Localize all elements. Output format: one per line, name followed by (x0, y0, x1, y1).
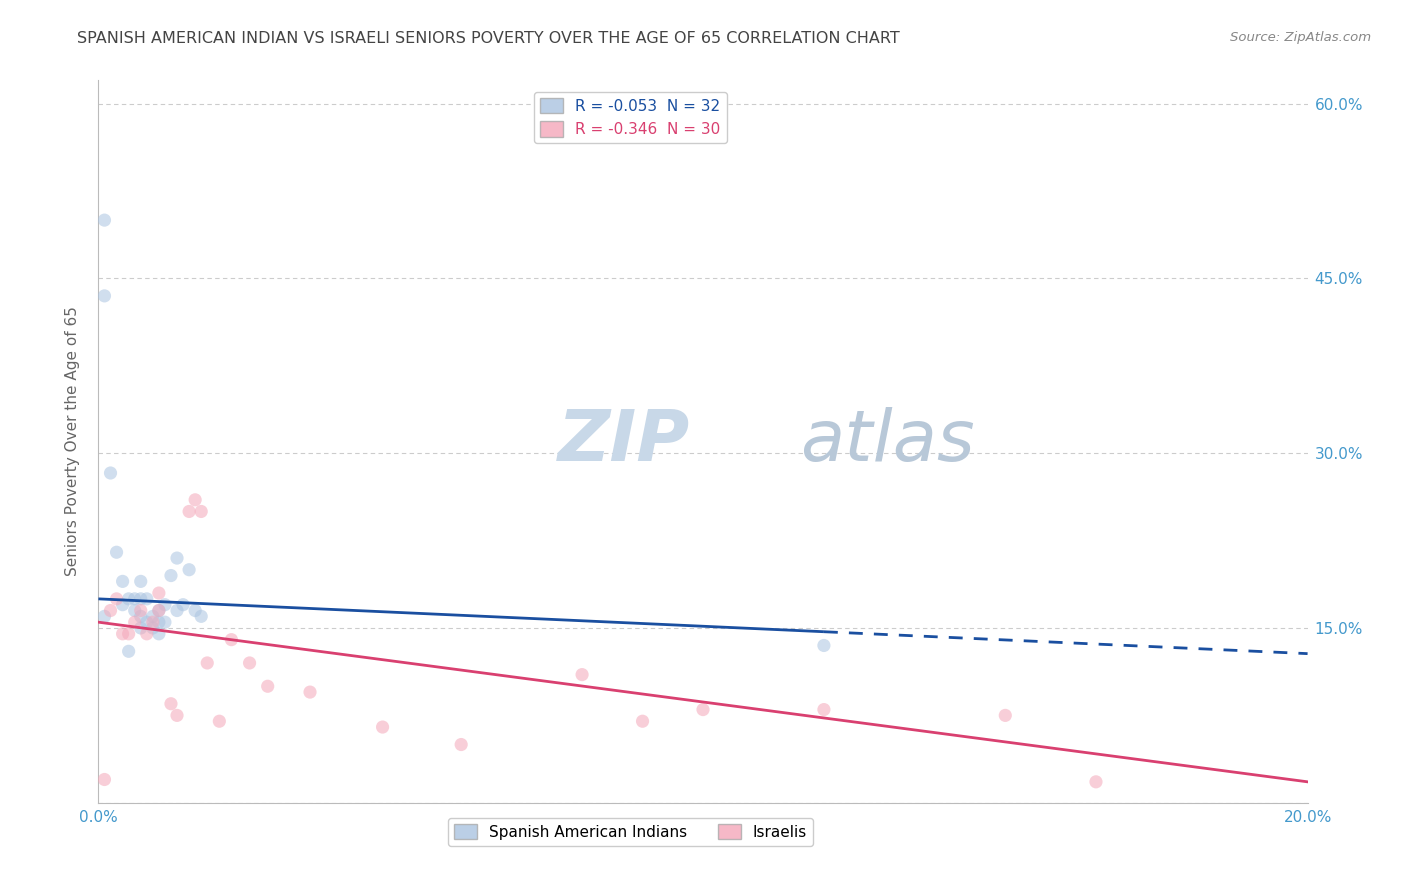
Y-axis label: Seniors Poverty Over the Age of 65: Seniors Poverty Over the Age of 65 (65, 307, 80, 576)
Text: SPANISH AMERICAN INDIAN VS ISRAELI SENIORS POVERTY OVER THE AGE OF 65 CORRELATIO: SPANISH AMERICAN INDIAN VS ISRAELI SENIO… (77, 31, 900, 46)
Point (571, 667, 593, 681)
Point (179, 504, 201, 518)
Point (142, 615, 165, 630)
Point (118, 627, 141, 641)
Point (208, 714, 231, 729)
Point (195, 656, 218, 670)
Point (124, 591, 146, 606)
Point (111, 627, 134, 641)
Point (93, 772, 115, 787)
Text: ZIP: ZIP (558, 407, 690, 476)
Point (135, 627, 157, 641)
Text: atlas: atlas (800, 407, 974, 476)
Point (153, 615, 176, 630)
Point (450, 738, 472, 752)
Point (129, 591, 152, 606)
Legend: Spanish American Indians, Israelis: Spanish American Indians, Israelis (447, 818, 813, 846)
Point (93, 213, 115, 227)
Point (129, 621, 152, 635)
Point (135, 591, 157, 606)
Point (1085, 774, 1108, 789)
Point (813, 639, 835, 653)
Point (142, 609, 165, 624)
Point (129, 609, 152, 624)
Point (93, 609, 115, 624)
Point (135, 615, 157, 630)
Point (221, 632, 243, 647)
Point (184, 492, 207, 507)
Point (118, 644, 141, 658)
Point (166, 603, 188, 617)
Point (631, 714, 654, 729)
Point (148, 615, 170, 630)
Point (124, 615, 146, 630)
Text: Source: ZipAtlas.com: Source: ZipAtlas.com (1230, 31, 1371, 45)
Point (100, 466, 122, 480)
Point (813, 702, 835, 716)
Point (142, 621, 165, 635)
Point (118, 591, 141, 606)
Point (190, 609, 212, 624)
Point (371, 720, 394, 734)
Point (160, 697, 183, 711)
Point (692, 702, 714, 716)
Point (105, 545, 128, 559)
Point (299, 685, 322, 699)
Point (179, 563, 201, 577)
Point (129, 603, 152, 617)
Point (148, 603, 170, 617)
Point (100, 603, 122, 617)
Point (93, 289, 115, 303)
Point (239, 656, 262, 670)
Point (129, 574, 152, 589)
Point (124, 603, 146, 617)
Point (148, 586, 170, 600)
Point (172, 598, 194, 612)
Point (994, 708, 1017, 723)
Point (166, 551, 188, 566)
Point (111, 598, 134, 612)
Point (190, 504, 212, 518)
Point (256, 679, 278, 693)
Point (148, 603, 170, 617)
Point (160, 568, 183, 582)
Point (153, 598, 176, 612)
Point (111, 574, 134, 589)
Point (105, 591, 128, 606)
Point (184, 603, 207, 617)
Point (166, 708, 188, 723)
Point (148, 627, 170, 641)
